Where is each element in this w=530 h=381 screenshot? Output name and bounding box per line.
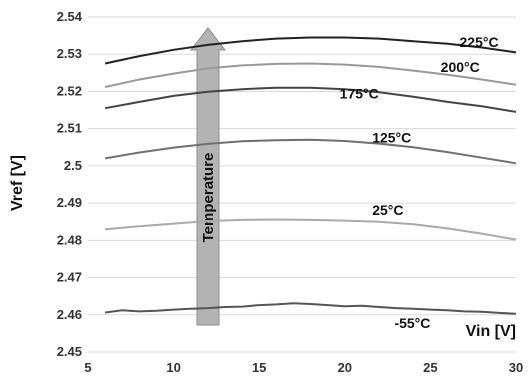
series-label: 225°C <box>460 34 499 50</box>
x-tick-label: 15 <box>252 360 266 375</box>
series-line <box>105 218 517 241</box>
y-tick-label: 2.54 <box>57 9 83 24</box>
x-tick-label: 10 <box>166 360 180 375</box>
series-line <box>104 62 517 88</box>
y-tick-labels: 2.45 2.46 2.47 2.48 2.49 2.5 2.51 2.52 2.53 2.54 <box>57 9 83 359</box>
series-lines <box>104 36 517 315</box>
series-line <box>104 36 517 65</box>
temperature-arrow: Temperature <box>189 27 227 326</box>
series-label: 175°C <box>340 86 379 102</box>
y-tick-label: 2.5 <box>64 158 82 173</box>
grid <box>88 16 516 353</box>
y-tick-label: 2.48 <box>57 232 82 247</box>
y-tick-label: 2.53 <box>57 46 82 61</box>
series-line <box>104 302 517 315</box>
series-line <box>104 138 517 165</box>
series-labels: 225°C 200°C 175°C 125°C 25°C -55°C <box>340 34 499 331</box>
y-tick-label: 2.51 <box>57 121 82 136</box>
x-tick-label: 20 <box>338 360 352 375</box>
series-label: 25°C <box>372 202 403 218</box>
y-tick-label: 2.45 <box>57 344 82 359</box>
temperature-arrow-shape <box>189 27 227 326</box>
temperature-arrow-label: Temperature <box>200 153 217 243</box>
series-label: 125°C <box>372 129 411 145</box>
x-axis-title: Vin [V] <box>466 323 516 340</box>
series-label: 200°C <box>441 59 480 75</box>
x-tick-label: 25 <box>423 360 437 375</box>
x-tick-labels: 5 10 15 20 25 30 <box>84 360 523 375</box>
series-line <box>104 86 517 113</box>
y-tick-label: 2.49 <box>57 195 82 210</box>
y-axis-title: Vref [V] <box>9 155 26 211</box>
y-tick-label: 2.47 <box>57 270 82 285</box>
series-label: -55°C <box>394 315 430 331</box>
x-tick-label: 5 <box>84 360 91 375</box>
y-tick-label: 2.52 <box>57 83 82 98</box>
y-tick-label: 2.46 <box>57 307 82 322</box>
x-tick-label: 30 <box>509 360 523 375</box>
